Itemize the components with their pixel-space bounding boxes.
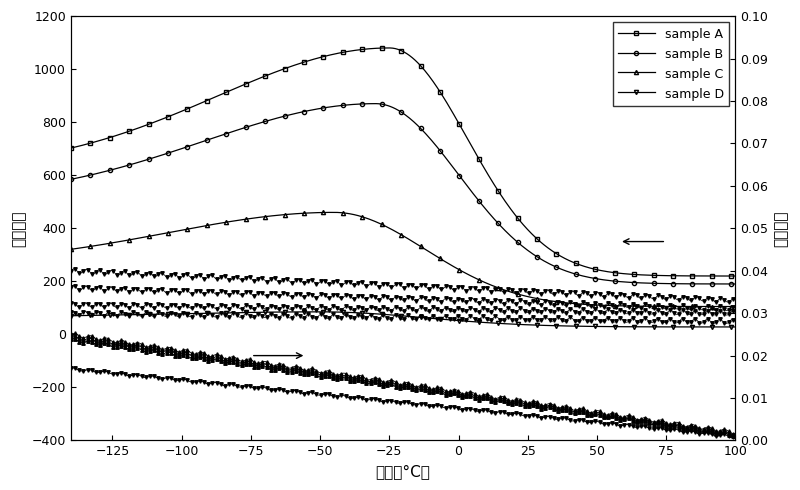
sample B: [671, 281, 681, 287]
sample D: [314, 309, 324, 315]
Line: sample C: sample C: [69, 210, 738, 309]
Y-axis label: 介电损耗: 介电损耗: [774, 210, 789, 246]
sample C: [348, 211, 358, 217]
sample C: [273, 212, 282, 218]
sample D: [730, 324, 740, 330]
X-axis label: 温度（°C）: 温度（°C）: [376, 464, 430, 479]
sample B: [439, 153, 449, 159]
sample A: [273, 68, 282, 74]
Line: sample A: sample A: [69, 46, 738, 278]
sample A: [471, 151, 481, 157]
sample C: [556, 299, 566, 305]
sample C: [471, 275, 481, 281]
sample C: [66, 246, 76, 252]
sample A: [671, 273, 681, 279]
sample B: [730, 281, 740, 287]
sample C: [730, 304, 740, 310]
sample A: [346, 48, 356, 54]
sample D: [671, 324, 681, 330]
sample B: [556, 266, 566, 272]
Line: sample B: sample B: [69, 101, 738, 286]
sample A: [66, 145, 76, 151]
sample D: [471, 319, 481, 325]
sample C: [328, 209, 338, 215]
sample B: [471, 195, 481, 200]
sample D: [66, 313, 76, 318]
sample D: [348, 310, 358, 316]
Line: sample D: sample D: [69, 310, 738, 329]
sample D: [556, 323, 566, 329]
sample B: [370, 101, 379, 107]
sample B: [346, 101, 356, 107]
sample B: [66, 176, 76, 182]
sample A: [556, 253, 566, 259]
Legend: sample A, sample B, sample C, sample D: sample A, sample B, sample C, sample D: [613, 23, 730, 106]
sample C: [439, 258, 449, 264]
sample D: [439, 317, 449, 322]
sample C: [671, 303, 681, 309]
sample A: [730, 273, 740, 279]
sample A: [439, 96, 449, 101]
sample D: [273, 309, 282, 315]
Y-axis label: 介电常数: 介电常数: [11, 210, 26, 246]
sample A: [384, 45, 394, 51]
sample B: [273, 115, 282, 121]
